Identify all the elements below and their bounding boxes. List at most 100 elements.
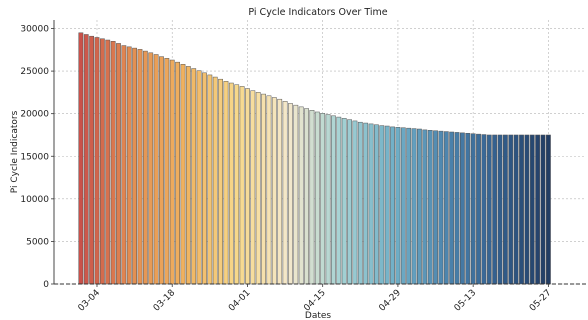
x-tick-label: 04-15 xyxy=(302,288,328,314)
bar xyxy=(99,38,105,285)
x-axis-title: Dates xyxy=(305,311,332,320)
x-tick-label: 05-13 xyxy=(453,288,479,314)
bar xyxy=(508,134,514,285)
bar xyxy=(148,52,154,285)
bar xyxy=(175,61,180,285)
bar xyxy=(519,134,524,285)
bar xyxy=(293,104,299,285)
bar xyxy=(492,134,498,285)
bar xyxy=(245,88,250,285)
bar xyxy=(223,81,229,285)
bar xyxy=(202,72,207,285)
bar xyxy=(433,130,438,285)
bar xyxy=(540,134,546,285)
bar xyxy=(121,45,127,285)
bar xyxy=(357,121,363,285)
bar xyxy=(164,58,170,285)
bar xyxy=(438,130,444,285)
bar xyxy=(137,49,143,285)
bar xyxy=(126,46,132,285)
bar xyxy=(352,120,358,285)
bar xyxy=(476,133,481,285)
bar xyxy=(132,47,138,285)
bar xyxy=(443,131,449,285)
bar xyxy=(218,78,223,285)
bar xyxy=(331,115,336,285)
bar xyxy=(266,95,272,285)
bar xyxy=(379,125,385,285)
axes xyxy=(51,20,586,287)
x-tick-labels: 03-04 03-18 04-01 04-15 04-29 05-13 05-27 xyxy=(77,288,554,314)
bar xyxy=(212,76,218,285)
bar xyxy=(110,41,116,285)
bar xyxy=(255,92,261,285)
bar xyxy=(363,122,369,285)
bar xyxy=(94,37,100,285)
bar xyxy=(513,134,519,285)
bar xyxy=(271,97,277,285)
x-tick-label: 05-27 xyxy=(528,288,554,314)
y-tick-label: 15000 xyxy=(20,152,49,162)
bar xyxy=(105,39,111,285)
y-tick-label: 25000 xyxy=(20,67,49,77)
bar xyxy=(411,128,417,285)
bar xyxy=(191,68,197,285)
bar xyxy=(234,84,240,285)
bar xyxy=(228,82,234,285)
x-tick-label: 03-04 xyxy=(77,288,103,314)
y-axis-title: Pi Cycle Indicators xyxy=(10,110,20,193)
bar xyxy=(185,66,191,285)
bar xyxy=(277,98,283,285)
bar xyxy=(196,70,202,285)
bar xyxy=(83,34,89,285)
y-tick-label: 0 xyxy=(43,280,49,290)
bar xyxy=(449,131,455,285)
bars xyxy=(78,32,551,285)
bar xyxy=(207,74,213,285)
bar xyxy=(470,133,476,285)
bar xyxy=(142,50,148,285)
bar xyxy=(336,116,342,285)
bar xyxy=(417,128,422,285)
bar xyxy=(454,132,460,285)
bar xyxy=(78,32,84,285)
x-tick-label: 04-01 xyxy=(227,288,253,314)
bar xyxy=(250,90,256,285)
bar xyxy=(406,127,412,285)
y-tick-labels: 0 5000 10000 15000 20000 25000 30000 xyxy=(20,25,49,290)
bar xyxy=(341,118,347,285)
bar xyxy=(153,54,159,285)
bar xyxy=(180,64,186,285)
y-tick-label: 5000 xyxy=(26,237,49,247)
bar xyxy=(545,134,551,285)
bar xyxy=(368,123,374,285)
bar xyxy=(529,134,535,285)
x-tick-label: 04-29 xyxy=(377,288,403,314)
bar xyxy=(239,86,245,285)
bar xyxy=(314,111,320,285)
bar xyxy=(465,133,471,285)
bar xyxy=(427,130,433,285)
bar xyxy=(309,110,315,285)
bar xyxy=(169,59,175,285)
bar xyxy=(390,126,395,285)
bar xyxy=(395,127,401,285)
bar xyxy=(320,113,326,285)
bar xyxy=(486,134,492,285)
bar xyxy=(502,134,508,285)
bar xyxy=(288,103,293,285)
bar xyxy=(347,119,352,285)
bar xyxy=(159,56,164,285)
bar xyxy=(400,127,406,285)
chart-title: Pi Cycle Indicators Over Time xyxy=(248,7,387,18)
bar xyxy=(89,35,95,285)
bar xyxy=(298,106,304,285)
bar xyxy=(304,108,309,285)
y-tick-label: 20000 xyxy=(20,110,49,120)
y-tick-label: 30000 xyxy=(20,25,49,35)
bar xyxy=(535,134,541,285)
bar xyxy=(524,134,530,285)
bar xyxy=(325,114,331,285)
bar xyxy=(460,132,465,285)
